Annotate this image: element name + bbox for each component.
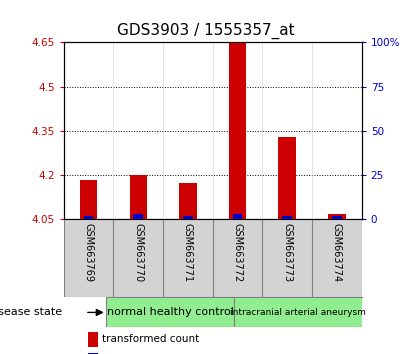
Bar: [229, 13, 246, 219]
Text: disease state: disease state: [0, 307, 62, 318]
Bar: [84, 216, 93, 219]
Text: GDS3903 / 1555357_at: GDS3903 / 1555357_at: [117, 23, 294, 39]
Bar: [134, 214, 143, 219]
Bar: [279, 137, 296, 219]
Text: intracranial arterial aneurysm: intracranial arterial aneurysm: [230, 308, 366, 317]
Bar: [80, 179, 97, 219]
Text: transformed count: transformed count: [102, 334, 200, 344]
Bar: [328, 213, 346, 219]
Bar: [332, 216, 342, 219]
Bar: [179, 183, 196, 219]
Bar: [88, 353, 98, 354]
Text: GSM663771: GSM663771: [183, 223, 193, 282]
Bar: [183, 216, 193, 219]
Bar: [88, 332, 98, 347]
Text: GSM663773: GSM663773: [282, 223, 292, 282]
Bar: [106, 297, 234, 327]
Text: normal healthy control: normal healthy control: [107, 307, 233, 318]
Text: GSM663769: GSM663769: [83, 223, 94, 282]
Text: GSM663774: GSM663774: [332, 223, 342, 282]
Text: GSM663770: GSM663770: [133, 223, 143, 282]
Bar: [234, 297, 362, 327]
Bar: [233, 214, 242, 219]
Bar: [282, 216, 292, 219]
Text: GSM663772: GSM663772: [233, 223, 242, 282]
Bar: [129, 175, 147, 219]
